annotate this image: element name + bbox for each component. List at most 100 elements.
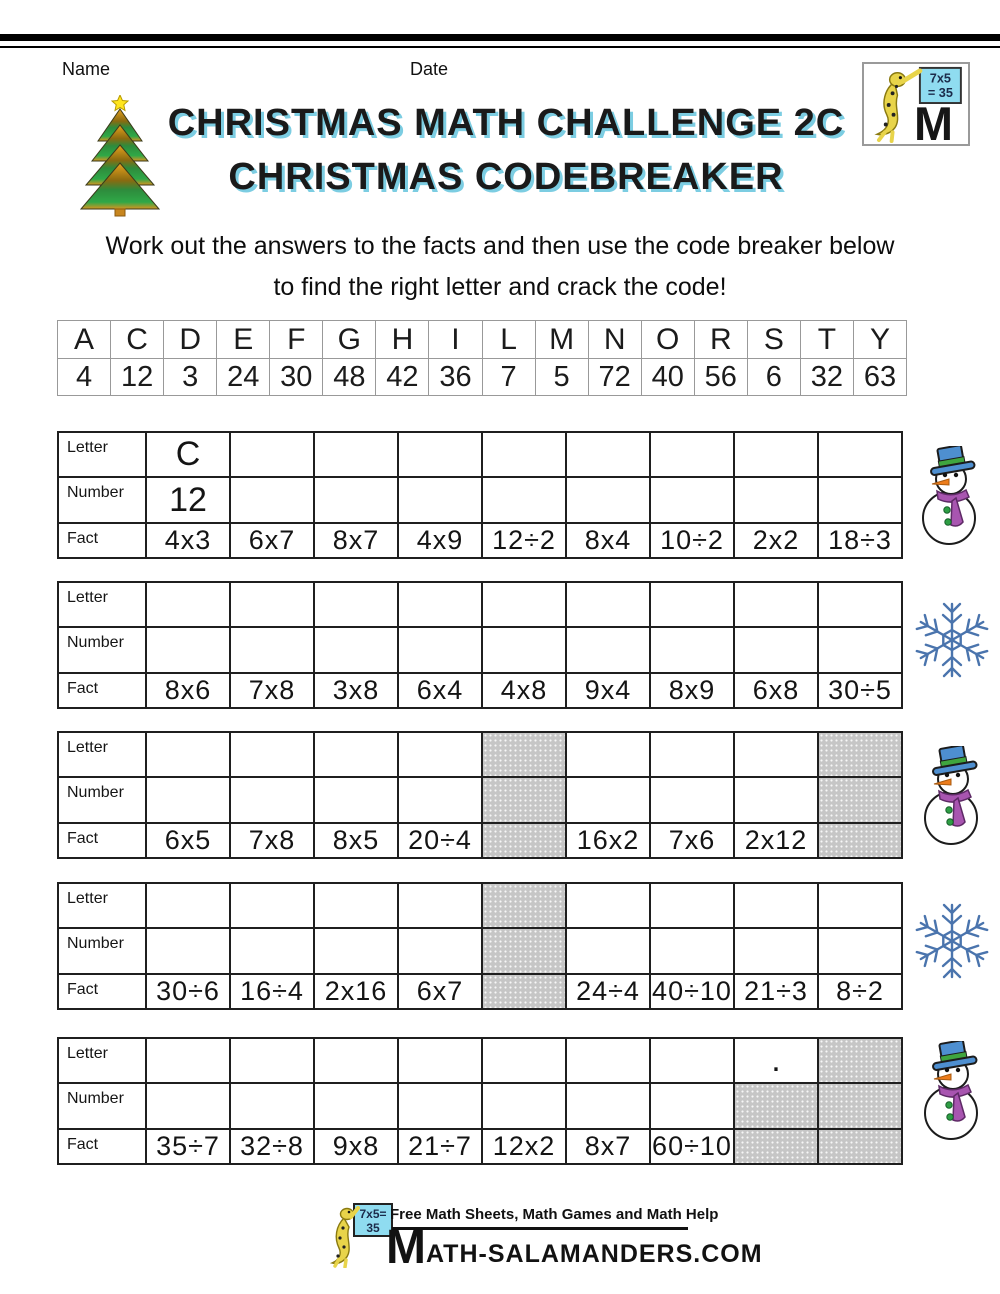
letter-cell xyxy=(817,431,903,478)
fact-cell xyxy=(817,1128,903,1165)
code-number-cell: 7 xyxy=(481,358,536,396)
instructions-text: Work out the answers to the facts and th… xyxy=(0,226,1000,308)
code-letter-cell: C xyxy=(110,320,165,359)
fact-cell xyxy=(481,822,567,859)
fact-cell: 7x8 xyxy=(229,822,315,859)
fact-cell: 32÷8 xyxy=(229,1128,315,1165)
fact-cell: 6x8 xyxy=(733,672,819,709)
fact-table-2: Letter Number Fact 8x6 7x8 3x8 6x4 4x8 9x4 8x9 6x8… xyxy=(57,581,903,709)
svg-text:35: 35 xyxy=(366,1221,380,1235)
letter-cell xyxy=(397,581,483,628)
number-cell xyxy=(817,776,903,824)
letter-cell xyxy=(397,731,483,778)
number-cell xyxy=(649,1082,735,1130)
letter-cell xyxy=(481,581,567,628)
fact-row: Fact 35÷7 32÷8 9x8 21÷7 12x2 8x7 60÷10 xyxy=(57,1128,903,1165)
row-label: Fact xyxy=(57,672,147,709)
number-cell xyxy=(397,1082,483,1130)
number-row: Number xyxy=(57,1082,903,1130)
code-number-cell: 36 xyxy=(428,358,483,396)
number-cell xyxy=(733,927,819,975)
letter-cell xyxy=(733,731,819,778)
number-cell xyxy=(145,927,231,975)
code-letter-cell: M xyxy=(534,320,589,359)
code-number-cell: 42 xyxy=(375,358,430,396)
letter-cell xyxy=(481,431,567,478)
letter-cell xyxy=(817,581,903,628)
fact-cell: 30÷6 xyxy=(145,973,231,1010)
fact-cell: 8x7 xyxy=(565,1128,651,1165)
letter-cell xyxy=(313,882,399,929)
letter-cell xyxy=(649,731,735,778)
footer-tagline: Free Math Sheets, Math Games and Math He… xyxy=(390,1206,719,1223)
fact-table-3: Letter Number Fact 6x5 7x8 8x5 20÷4 16x2 7x6 2x12 xyxy=(57,731,903,859)
fact-cell: 6x5 xyxy=(145,822,231,859)
number-row: Number 12 xyxy=(57,476,903,524)
fact-cell: 7x6 xyxy=(649,822,735,859)
code-number-cell: 72 xyxy=(587,358,642,396)
letter-cell xyxy=(649,882,735,929)
letter-cell xyxy=(313,731,399,778)
number-cell xyxy=(145,1082,231,1130)
number-cell xyxy=(481,626,567,674)
row-label: Letter xyxy=(57,581,147,628)
fact-cell: 8x6 xyxy=(145,672,231,709)
fact-table-grid: Letter Number Fact 30÷6 16÷4 2x16 6x7 24÷4 40÷10… xyxy=(57,882,903,1010)
number-cell xyxy=(565,626,651,674)
svg-text:7x5: 7x5 xyxy=(930,72,951,86)
letter-cell xyxy=(565,581,651,628)
number-cell xyxy=(229,626,315,674)
letter-cell xyxy=(481,731,567,778)
christmas-tree-icon xyxy=(79,93,161,222)
letter-cell xyxy=(229,1037,315,1084)
row-label: Fact xyxy=(57,973,147,1010)
number-cell xyxy=(649,626,735,674)
number-cell xyxy=(649,776,735,824)
letter-row: Letter C xyxy=(57,431,903,478)
fact-cell: 2x16 xyxy=(313,973,399,1010)
letter-row: Letter xyxy=(57,581,903,628)
code-number-cell: 48 xyxy=(322,358,377,396)
snowflake-icon xyxy=(908,897,996,990)
number-cell xyxy=(313,927,399,975)
letter-cell xyxy=(397,1037,483,1084)
code-number-cell: 5 xyxy=(534,358,589,396)
letter-cell xyxy=(481,882,567,929)
number-cell xyxy=(733,626,819,674)
code-letter-cell: T xyxy=(799,320,854,359)
row-label: Letter xyxy=(57,731,147,778)
fact-cell: 2x12 xyxy=(733,822,819,859)
fact-cell: 18÷3 xyxy=(817,522,903,559)
letter-cell xyxy=(481,1037,567,1084)
row-label: Number xyxy=(57,927,147,975)
code-number-cell: 3 xyxy=(163,358,218,396)
letter-cell xyxy=(817,882,903,929)
code-letter-cell: R xyxy=(693,320,748,359)
number-cell xyxy=(733,476,819,524)
fact-cell: 2x2 xyxy=(733,522,819,559)
number-cell xyxy=(397,626,483,674)
fact-cell: 7x8 xyxy=(229,672,315,709)
instructions-line-2: to find the right letter and crack the c… xyxy=(273,273,727,301)
code-letter-cell: H xyxy=(375,320,430,359)
code-number-cell: 40 xyxy=(640,358,695,396)
fact-cell: 12x2 xyxy=(481,1128,567,1165)
letter-cell xyxy=(565,1037,651,1084)
fact-cell: 9x8 xyxy=(313,1128,399,1165)
fact-cell: 40÷10 xyxy=(649,973,735,1010)
fact-cell: 8x9 xyxy=(649,672,735,709)
number-cell xyxy=(145,626,231,674)
letter-cell xyxy=(229,882,315,929)
number-cell xyxy=(817,626,903,674)
letter-cell xyxy=(145,731,231,778)
svg-text:7x5=: 7x5= xyxy=(359,1207,386,1221)
letter-cell xyxy=(229,731,315,778)
fact-cell: 12÷2 xyxy=(481,522,567,559)
fact-table-grid: Letter Number Fact 6x5 7x8 8x5 20÷4 16x2 7x6 2x12 xyxy=(57,731,903,859)
letter-cell xyxy=(649,431,735,478)
number-cell xyxy=(229,776,315,824)
header-divider xyxy=(0,34,1000,48)
fact-cell: 6x7 xyxy=(397,973,483,1010)
fact-cell: 8x7 xyxy=(313,522,399,559)
code-number-cell: 24 xyxy=(216,358,271,396)
